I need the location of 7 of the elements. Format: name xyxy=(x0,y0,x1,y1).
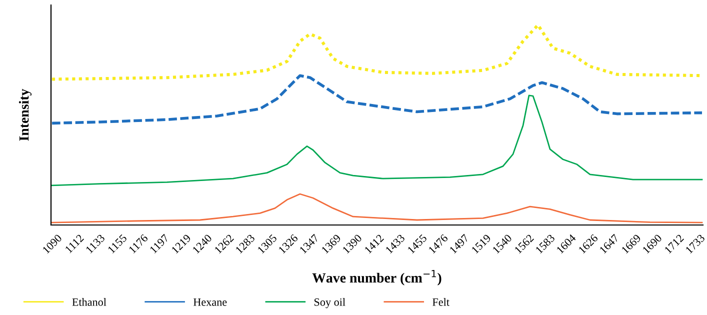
x-axis-title: Wave number (cm$^{−1}$) xyxy=(312,270,442,286)
y-axis-title: Intensity xyxy=(18,88,32,141)
legend-label: Soy oil xyxy=(314,298,346,308)
legend-label: Ethanol xyxy=(72,298,106,306)
legend-label: Felt xyxy=(432,298,450,306)
x-tick-label: 1112 xyxy=(64,234,84,254)
legend-label: Hexane xyxy=(193,298,227,306)
